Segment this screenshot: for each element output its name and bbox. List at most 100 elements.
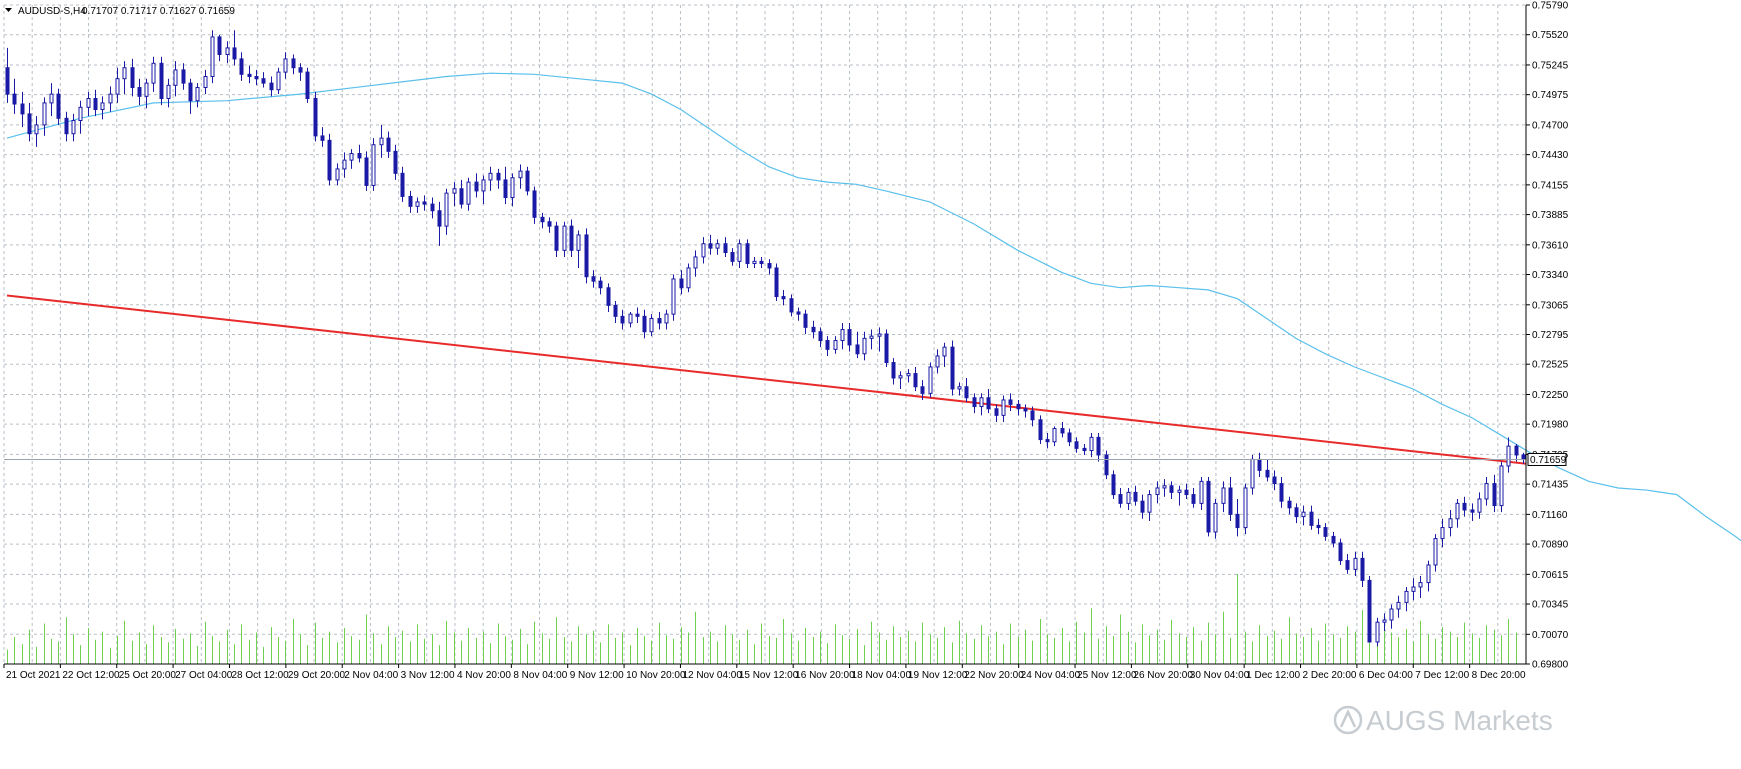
candle-bearish <box>159 62 164 100</box>
candles <box>5 30 1526 647</box>
trendline-group[interactable] <box>6 294 1527 465</box>
candle-bearish <box>239 58 244 75</box>
candle-bearish <box>1492 483 1497 507</box>
candle-bearish <box>188 82 193 102</box>
x-tick-label: 2 Nov 04:00 <box>344 670 398 681</box>
candle-bearish <box>1191 494 1196 504</box>
candle-bullish <box>34 124 39 135</box>
candle-bearish <box>584 234 589 278</box>
candle-bearish <box>1360 557 1365 581</box>
candle-bullish <box>144 82 149 97</box>
x-tick-label: 9 Nov 12:00 <box>570 670 624 681</box>
candle-bullish <box>1199 480 1204 504</box>
candle-bullish <box>452 188 457 194</box>
candle-bullish <box>979 397 984 408</box>
candle-bearish <box>1338 542 1343 562</box>
candle-bullish <box>664 313 669 324</box>
x-tick-label: 8 Nov 04:00 <box>513 670 567 681</box>
moving-average-group <box>6 72 1741 542</box>
candle-bearish <box>364 157 369 186</box>
candle-bullish <box>1455 502 1460 520</box>
candle-bearish <box>5 67 10 95</box>
candle-bearish <box>27 113 32 135</box>
x-tick-label: 18 Nov 04:00 <box>852 670 912 681</box>
candle-bearish <box>313 98 318 137</box>
candle-bearish <box>723 243 728 254</box>
candle-bullish <box>862 337 867 355</box>
x-tick-label: 22 Nov 20:00 <box>964 670 1024 681</box>
candle-bearish <box>1309 511 1314 526</box>
candle-bullish <box>210 36 215 78</box>
candle-bullish <box>1411 586 1416 592</box>
candle-bearish <box>1462 502 1467 511</box>
candle-bullish <box>203 76 208 89</box>
candle-bullish <box>195 87 200 102</box>
candle-bullish <box>518 170 523 179</box>
triangle-down-icon[interactable] <box>5 8 12 12</box>
candle-bearish <box>657 318 662 324</box>
volume-bars <box>7 574 1517 664</box>
candle-bearish <box>1118 494 1123 504</box>
candle-bearish <box>1345 560 1350 570</box>
candle-bullish <box>693 256 698 269</box>
x-tick-label: 29 Oct 20:00 <box>288 670 346 681</box>
candle-bullish <box>115 78 120 95</box>
candle-bearish <box>1514 445 1519 456</box>
candle-bearish <box>803 313 808 328</box>
candle-bearish <box>12 93 17 105</box>
candle-bearish <box>305 71 310 100</box>
candle-bearish <box>620 315 625 324</box>
y-tick-label: 0.75245 <box>1532 60 1569 71</box>
candle-bearish <box>1067 432 1072 443</box>
candle-bullish <box>1001 399 1006 416</box>
candle-bearish <box>920 386 925 394</box>
candle-bullish <box>49 93 54 104</box>
candle-bearish <box>437 210 442 227</box>
x-tick-label: 7 Dec 12:00 <box>1415 670 1469 681</box>
x-tick-label: 26 Nov 20:00 <box>1133 670 1193 681</box>
candle-bearish <box>950 346 955 390</box>
candle-bearish <box>884 333 889 364</box>
candle-bullish <box>1375 621 1380 643</box>
y-tick-label: 0.73340 <box>1532 270 1569 281</box>
candle-bearish <box>994 408 999 416</box>
candle-bullish <box>1126 491 1131 504</box>
candle-bullish <box>481 179 486 192</box>
candle-bearish <box>1331 535 1336 544</box>
candle-bullish <box>335 168 340 181</box>
candle-bullish <box>752 260 757 265</box>
y-tick-label: 0.74430 <box>1532 150 1569 161</box>
candle-bullish <box>1484 483 1489 500</box>
candle-bullish <box>1250 458 1255 489</box>
candle-bearish <box>254 76 259 80</box>
candle-bearish <box>64 117 69 135</box>
candle-bullish <box>488 172 493 181</box>
candle-bullish <box>173 69 178 86</box>
candle-bullish <box>686 267 691 289</box>
candle-bearish <box>1323 527 1328 537</box>
trendline[interactable] <box>6 294 1527 465</box>
candle-bullish <box>628 313 633 324</box>
candle-bullish <box>1213 502 1218 533</box>
candle-bearish <box>532 190 537 218</box>
candle-bullish <box>415 201 420 207</box>
x-tick-label: 19 Nov 12:00 <box>908 670 968 681</box>
candle-bearish <box>269 82 274 91</box>
candle-bearish <box>818 331 823 342</box>
y-tick-label: 0.74975 <box>1532 90 1569 101</box>
candle-bullish <box>283 58 288 73</box>
candle-bearish <box>759 260 764 265</box>
x-tick-label: 3 Nov 12:00 <box>401 670 455 681</box>
candle-bullish <box>510 177 515 199</box>
y-tick-label: 0.70890 <box>1532 540 1569 551</box>
candle-bearish <box>1030 410 1035 421</box>
candle-bearish <box>1111 474 1116 496</box>
x-tick-label: 8 Dec 20:00 <box>1472 670 1526 681</box>
candle-bearish <box>1235 513 1240 529</box>
chart-header: AUDUSD-S,H4 0.71707 0.71717 0.71627 0.71… <box>5 6 235 17</box>
candle-bullish <box>1499 465 1504 507</box>
candle-bearish <box>964 386 969 399</box>
candle-bearish <box>408 195 413 207</box>
